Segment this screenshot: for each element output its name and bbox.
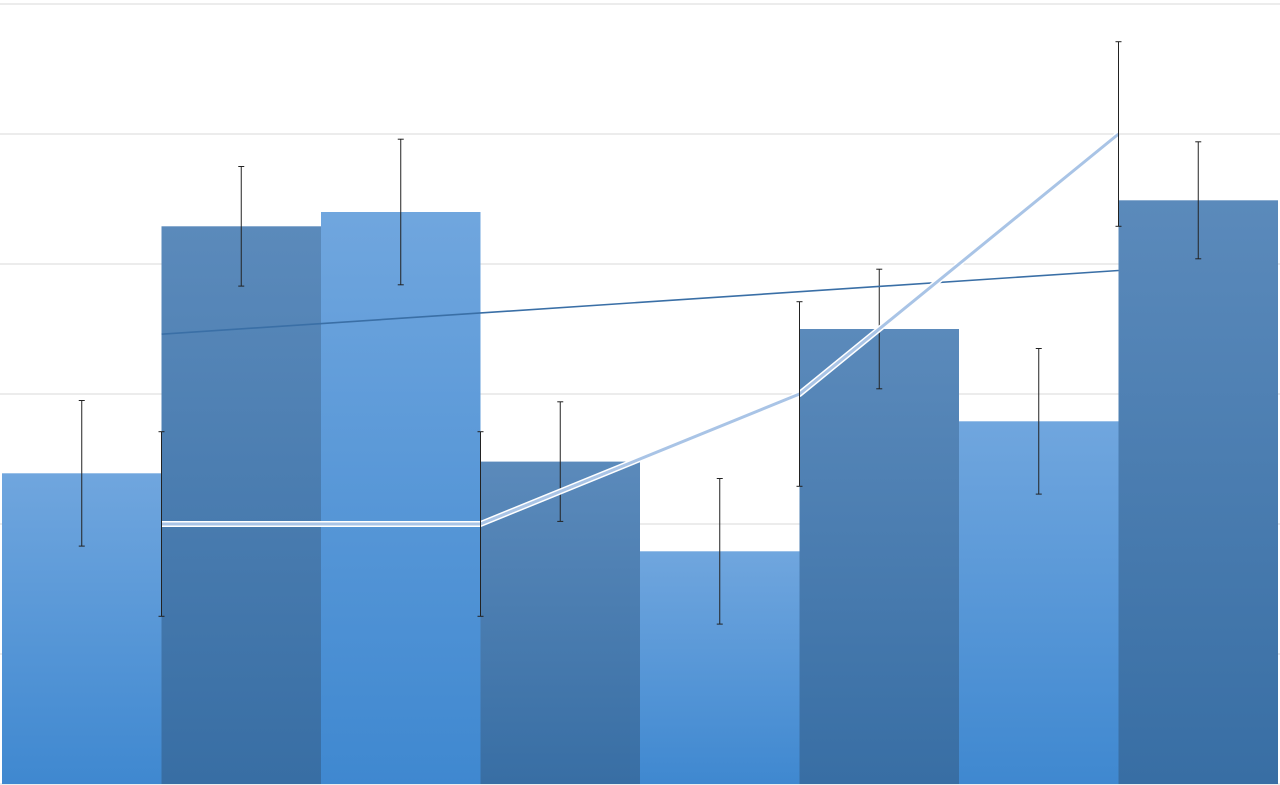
- bar: [1118, 200, 1278, 785]
- line-path: [161, 132, 1120, 526]
- line-error-bars: [158, 41, 1122, 617]
- line-series: [161, 131, 1121, 527]
- trendline: [161, 269, 1119, 335]
- bar-series: [2, 200, 1278, 785]
- bar: [161, 226, 321, 785]
- trendline-path: [161, 269, 1119, 335]
- bar: [321, 212, 481, 784]
- bar: [799, 329, 959, 784]
- bar-error-bars: [78, 138, 1202, 625]
